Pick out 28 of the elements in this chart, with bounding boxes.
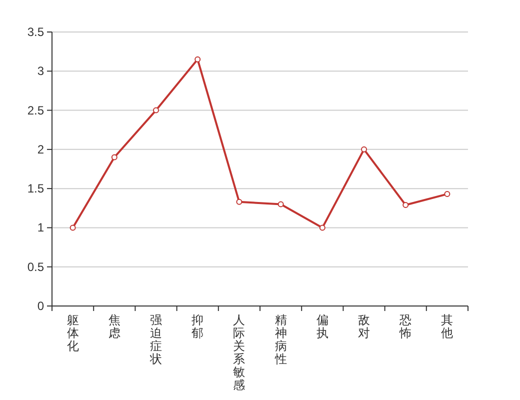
y-tick-label: 0 <box>37 299 44 313</box>
x-tick-label: 其他 <box>441 313 454 340</box>
x-tick-label: 焦虑 <box>108 313 120 340</box>
x-tick-label: 人际关系敏感 <box>233 313 246 392</box>
point <box>194 56 201 62</box>
y-tick-label: 2 <box>37 142 44 156</box>
point <box>361 146 367 152</box>
point <box>319 224 326 231</box>
point <box>278 201 284 208</box>
x-tick-label: 恐怖 <box>398 313 412 340</box>
y-tick-label: 1.5 <box>27 182 44 196</box>
point <box>111 154 118 160</box>
y-tick-label: 2.5 <box>27 103 44 118</box>
x-tick-label: 躯体化 <box>66 313 79 353</box>
point <box>444 191 450 198</box>
point <box>402 202 409 208</box>
x-tick-label: 精神病性 <box>274 313 287 366</box>
x-tick-label: 偏执 <box>316 313 328 340</box>
point <box>236 198 242 205</box>
y-tick-label: 3 <box>37 64 44 78</box>
point <box>153 107 159 114</box>
point <box>70 224 76 231</box>
x-tick-label: 敌对 <box>358 313 370 340</box>
y-tick-label: 1 <box>37 220 44 235</box>
x-tick-label: 强迫症状 <box>149 313 162 366</box>
x-tick-label: 抑郁 <box>192 313 204 340</box>
y-tick-label: 3.5 <box>27 25 44 39</box>
y-tick-label: 0.5 <box>27 260 44 274</box>
